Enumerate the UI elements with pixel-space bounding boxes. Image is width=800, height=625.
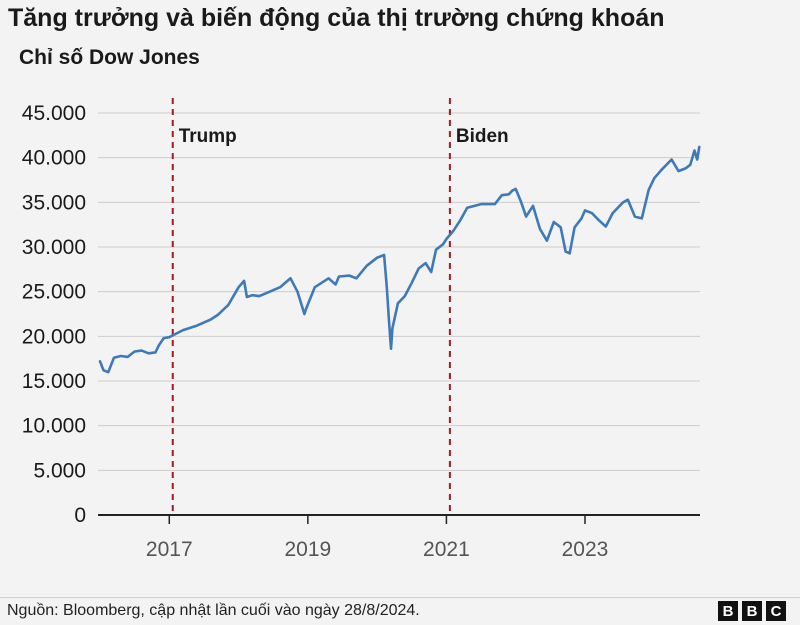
logo-letter-b1: B [718,601,738,621]
annotations: Trump Biden [171,98,509,515]
source-note: Nguồn: Bloomberg, cập nhật lần cuối vào … [7,602,420,619]
x-tick-label: 2023 [562,538,609,561]
x-tick-label: 2019 [284,538,331,561]
x-axis-ticks: 2017 2019 2021 2023 [146,515,608,561]
bbc-logo: B B C [718,601,786,621]
y-tick-label: 10.000 [22,415,86,438]
y-tick-label: 5.000 [33,459,86,482]
y-tick-label: 30.000 [22,236,86,259]
y-tick-label: 45.000 [22,102,86,125]
marker-label-biden: Biden [456,126,509,147]
y-tick-label: 15.000 [22,370,86,393]
y-tick-label: 25.000 [22,281,86,304]
footer-divider [0,597,800,598]
logo-letter-c: C [766,601,786,621]
x-tick-label: 2017 [146,538,193,561]
series-line-0 [98,145,701,374]
gridlines [98,112,700,516]
marker-label-trump: Trump [179,126,237,147]
x-tick-label: 2021 [423,538,470,561]
line-chart: 0 5.000 10.000 15.000 20.000 25.000 30.000 35.0… [22,98,701,561]
chart-subtitle: Chỉ số Dow Jones [19,46,200,69]
y-tick-label: 40.000 [22,147,86,170]
y-axis-ticks: 0 5.000 10.000 15.000 20.000 25.000 30.000 35.0… [22,102,86,527]
logo-letter-b2: B [742,601,762,621]
y-tick-label: 0 [74,504,86,527]
chart-title: Tăng trưởng và biến động của thị trường … [8,4,665,32]
y-tick-label: 20.000 [22,325,86,348]
series [98,145,701,374]
y-tick-label: 35.000 [22,191,86,214]
